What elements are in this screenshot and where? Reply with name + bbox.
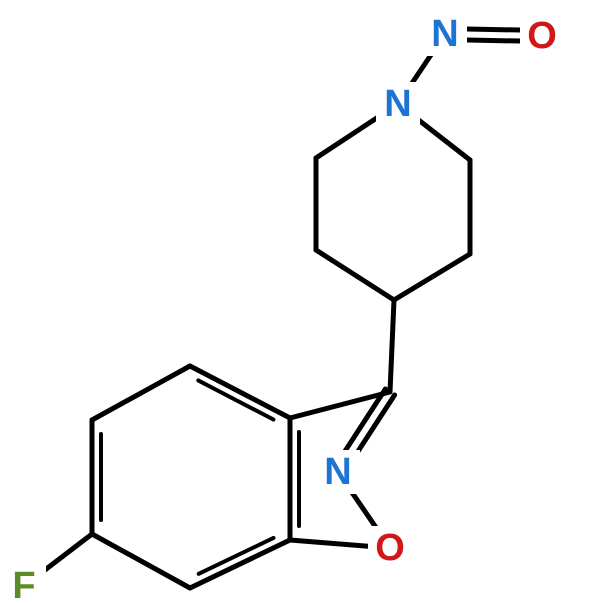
bond-line	[198, 380, 273, 419]
bond-line	[390, 300, 394, 392]
bond-line	[190, 540, 290, 588]
atom-label-O: O	[527, 15, 557, 57]
bond-line	[290, 540, 368, 546]
bond-line	[316, 116, 380, 158]
bond-line	[467, 40, 520, 41]
bond-line	[394, 254, 470, 300]
bond-line	[92, 534, 190, 588]
atom-label-O: O	[375, 527, 405, 569]
bond-line	[316, 250, 394, 300]
bond-line	[350, 490, 377, 530]
bonds-group	[41, 29, 520, 588]
molecule-diagram: ONNNOF	[0, 0, 600, 603]
atom-label-F: F	[12, 565, 35, 603]
bond-line	[41, 534, 92, 573]
atom-label-N: N	[431, 13, 458, 55]
atoms-group: ONNNOF	[2, 12, 564, 603]
bond-line	[415, 118, 470, 160]
bond-line	[467, 29, 520, 30]
atom-label-N: N	[384, 83, 411, 125]
bond-line	[92, 366, 190, 420]
atom-label-N: N	[324, 451, 351, 493]
bond-line	[190, 366, 290, 418]
bond-line	[410, 52, 432, 85]
